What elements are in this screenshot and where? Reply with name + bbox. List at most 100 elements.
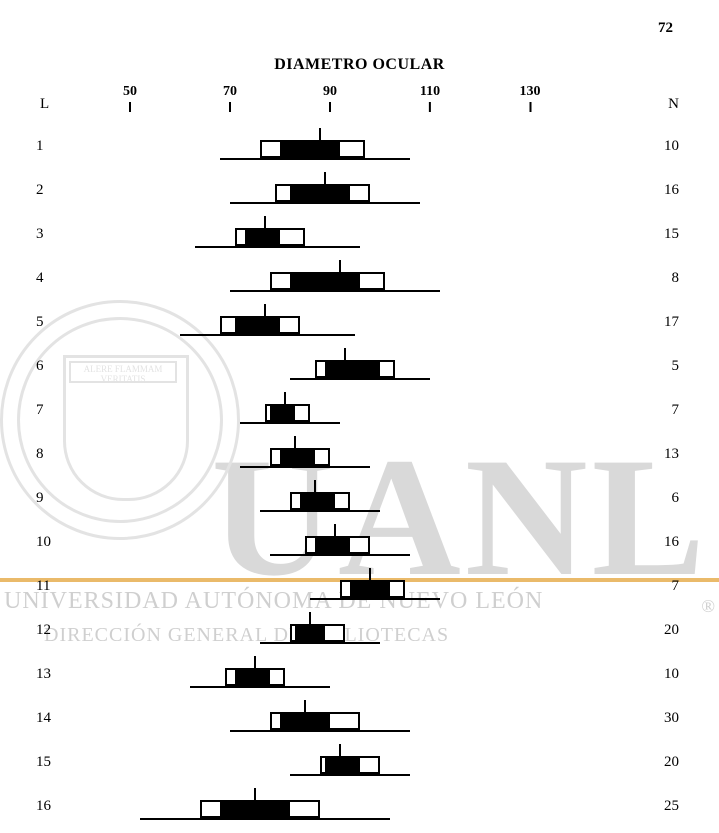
whisker-line (220, 158, 410, 160)
row-l-label: 4 (36, 270, 44, 287)
row-n-label: 30 (664, 710, 679, 727)
inner-box (280, 448, 315, 466)
row-n-label: 10 (664, 138, 679, 155)
row-l-label: 16 (36, 798, 51, 815)
x-axis-tick: 70 (223, 84, 237, 112)
inner-box (300, 492, 335, 510)
row-n-label: 20 (664, 622, 679, 639)
boxplot-row: 5 17 (0, 302, 719, 346)
median-tick (254, 788, 256, 818)
boxplot-row: 14 30 (0, 698, 719, 742)
row-n-label: 15 (664, 226, 679, 243)
x-axis: 507090110130 (0, 84, 719, 114)
x-axis-tick: 90 (323, 84, 337, 112)
row-l-label: 2 (36, 182, 44, 199)
boxplot-glyph (290, 350, 430, 386)
median-tick (339, 744, 341, 774)
median-tick (369, 568, 371, 598)
boxplot-row: 3 15 (0, 214, 719, 258)
row-l-label: 11 (36, 578, 50, 595)
median-tick (319, 128, 321, 158)
row-l-label: 5 (36, 314, 44, 331)
boxplot-glyph (260, 482, 380, 518)
boxplot-row: 65 (0, 346, 719, 390)
boxplot-row: 13 10 (0, 654, 719, 698)
median-tick (304, 700, 306, 730)
median-tick (254, 656, 256, 686)
boxplot-glyph (140, 790, 390, 826)
boxplot-row: 216 (0, 170, 719, 214)
row-l-label: 10 (36, 534, 51, 551)
row-l-label: 13 (36, 666, 51, 683)
boxplot-glyph (190, 658, 330, 694)
boxplot-glyph (220, 130, 410, 166)
boxplot-row: 96 (0, 478, 719, 522)
median-tick (339, 260, 341, 290)
row-l-label: 3 (36, 226, 44, 243)
whisker-line (270, 554, 410, 556)
row-l-label: 6 (36, 358, 44, 375)
boxplot-glyph (230, 702, 410, 738)
row-l-label: 12 (36, 622, 51, 639)
boxplot-glyph (195, 218, 360, 254)
row-n-label: 7 (672, 402, 680, 419)
boxplot-glyph (290, 746, 410, 782)
boxplot-row: 48 (0, 258, 719, 302)
whisker-line (180, 334, 355, 336)
whisker-line (290, 774, 410, 776)
whisker-line (260, 510, 380, 512)
whisker-line (230, 202, 420, 204)
median-tick (294, 436, 296, 466)
whisker-line (310, 598, 440, 600)
median-tick (324, 172, 326, 202)
boxplot-row: 77 (0, 390, 719, 434)
boxplot-glyph (240, 394, 340, 430)
median-tick (264, 304, 266, 334)
boxplot-row: 1625 (0, 786, 719, 830)
row-n-label: 20 (664, 754, 679, 771)
median-tick (264, 216, 266, 246)
whisker-line (260, 642, 380, 644)
row-l-label: 15 (36, 754, 51, 771)
row-n-label: 10 (664, 666, 679, 683)
boxplot-row: 11 7 (0, 566, 719, 610)
row-n-label: 8 (672, 270, 680, 287)
boxplot-glyph (230, 262, 440, 298)
row-n-label: 5 (672, 358, 680, 375)
whisker-line (230, 730, 410, 732)
whisker-line (290, 378, 430, 380)
whisker-line (195, 246, 360, 248)
boxplot-glyph (260, 614, 380, 650)
boxplot-row: 12 20 (0, 610, 719, 654)
row-l-label: 1 (36, 138, 44, 155)
chart-title: DIAMETRO OCULAR (0, 56, 719, 74)
median-tick (284, 392, 286, 422)
whisker-line (240, 422, 340, 424)
row-n-label: 17 (664, 314, 679, 331)
whisker-line (240, 466, 370, 468)
inner-box (290, 184, 350, 202)
inner-box (235, 316, 280, 334)
median-tick (309, 612, 311, 642)
boxplot-row: 1520 (0, 742, 719, 786)
x-axis-tick: 130 (520, 84, 541, 112)
inner-box (290, 272, 360, 290)
row-n-label: 16 (664, 534, 679, 551)
boxplot-row: 813 (0, 434, 719, 478)
row-l-label: 7 (36, 402, 44, 419)
boxplot-rows: 1102163154851765778139610161171220131014… (0, 126, 719, 830)
whisker-line (190, 686, 330, 688)
row-l-label: 9 (36, 490, 44, 507)
x-axis-tick: 110 (420, 84, 440, 112)
page-number: 72 (658, 20, 673, 37)
boxplot-glyph (230, 174, 420, 210)
boxplot-glyph (240, 438, 370, 474)
median-tick (334, 524, 336, 554)
row-n-label: 6 (672, 490, 680, 507)
median-tick (314, 480, 316, 510)
boxplot-glyph (270, 526, 410, 562)
row-l-label: 14 (36, 710, 51, 727)
row-n-label: 13 (664, 446, 679, 463)
row-n-label: 7 (672, 578, 680, 595)
inner-box (325, 756, 360, 774)
